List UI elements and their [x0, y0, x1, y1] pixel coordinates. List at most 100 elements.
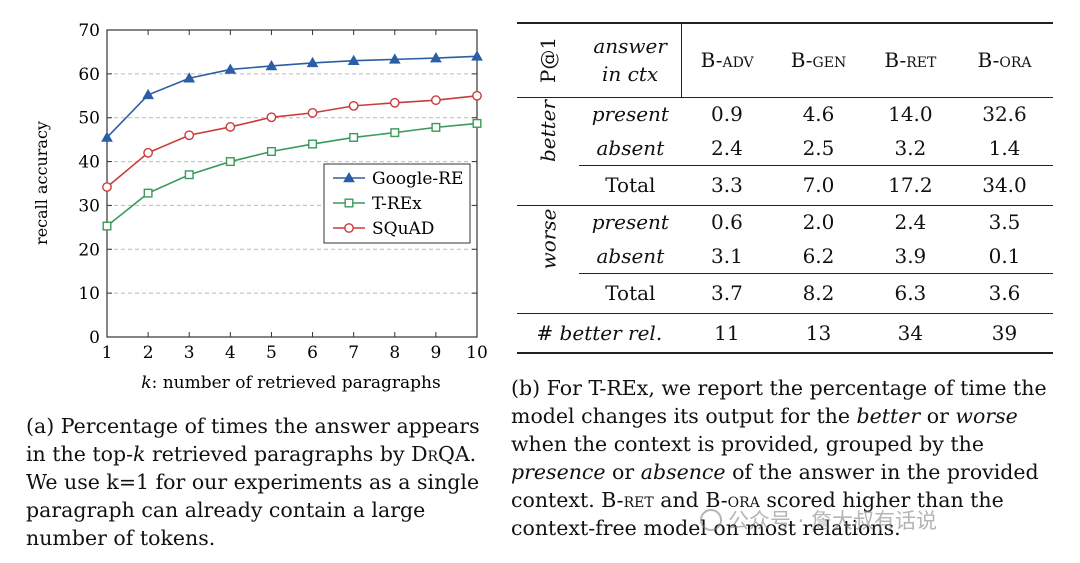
y-tick-label: 40 — [78, 153, 100, 173]
data-point-google-re — [471, 50, 483, 61]
table-cell: 0.9 — [711, 102, 743, 127]
answer-header-line1: answer — [593, 34, 667, 59]
y-axis-label: recall accuracy — [32, 121, 51, 245]
column-header: B-adv — [700, 48, 754, 73]
watermark: 公众号 · 詹大叔有话说 — [700, 505, 937, 535]
x-axis-ticks: 1 2 3 4 5 6 7 8 9 10 — [102, 30, 488, 363]
data-point-google-re — [388, 53, 401, 64]
x-tick-label: 5 — [266, 343, 277, 363]
series-lines — [101, 50, 483, 231]
caption-b-better: better — [856, 404, 921, 428]
x-tick-label: 8 — [389, 343, 400, 363]
data-point-t-rex — [349, 132, 359, 142]
table-cell: 0.6 — [711, 210, 743, 235]
x-tick-label: 7 — [348, 343, 359, 363]
series-line-squad — [106, 94, 478, 188]
y-tick-label: 10 — [78, 284, 100, 304]
watermark-text: 公众号 · 詹大叔有话说 — [728, 509, 938, 533]
table-cell: 32.6 — [982, 102, 1027, 127]
x-axis-label-text: : number of retrieved paragraphs — [152, 373, 441, 393]
data-point-squad — [143, 147, 154, 158]
wechat-icon — [700, 509, 722, 531]
caption-b-bret: B-ret — [601, 488, 654, 512]
table-cell: 2.4 — [711, 135, 743, 160]
caption-a-mid: retrieved paragraphs by — [145, 442, 412, 466]
y-axis-ticks: 0 10 20 30 40 50 60 70 — [78, 21, 477, 348]
table-footer-row: # better rel. 11 13 34 39 — [517, 313, 1053, 353]
x-tick-label: 9 — [430, 343, 441, 363]
column-header: B-gen — [790, 48, 847, 73]
x-tick-label: 1 — [102, 343, 113, 363]
data-point-google-re — [224, 63, 237, 74]
legend-label-google-re: Google-RE — [372, 169, 463, 189]
data-point-squad — [472, 90, 482, 101]
table-cell: 14.0 — [888, 102, 933, 127]
caption-b-part: of the answer in the provided context. — [511, 460, 1039, 512]
row-label: present — [591, 102, 669, 127]
caption-b-part: or — [605, 460, 641, 484]
x-tick-label: 2 — [143, 343, 154, 363]
table-cell: 8.2 — [772, 272, 865, 313]
x-tick-label: 3 — [184, 343, 195, 363]
data-point-google-re — [183, 72, 196, 83]
data-point-t-rex — [390, 128, 400, 138]
data-point-squad — [102, 182, 112, 192]
caption-b-absence: absence — [640, 460, 726, 484]
x-tick-label: 6 — [307, 343, 318, 363]
x-tick-label: 10 — [466, 343, 488, 363]
y-tick-label: 30 — [78, 196, 100, 216]
metric-header: P@1 — [536, 37, 561, 84]
data-point-squad — [389, 97, 400, 108]
table-cell: 0.1 — [988, 243, 1021, 268]
data-point-google-re — [306, 56, 319, 68]
y-tick-label: 60 — [78, 65, 100, 85]
table-cell: 4.6 — [802, 102, 835, 127]
data-point-t-rex — [266, 146, 276, 156]
row-label: present — [591, 210, 669, 235]
x-tick-label: 4 — [225, 343, 236, 363]
caption-a-suffix: . We use k=1 for our experiments as a si… — [26, 442, 480, 550]
data-point-squad — [307, 107, 318, 118]
column-header: B-ret — [884, 48, 937, 73]
row-label: absent — [596, 243, 665, 268]
data-point-t-rex — [184, 170, 194, 180]
caption-b-bora: B-ora — [705, 488, 760, 512]
data-point-t-rex — [472, 118, 482, 128]
answer-header-line2: in ctx — [602, 62, 659, 87]
series-line-t-rex — [106, 122, 478, 227]
legend-label-t-rex: T-REx — [372, 194, 422, 214]
table-row: absent 2.4 2.5 3.2 1.4 — [517, 131, 1053, 165]
table-cell: 1.4 — [988, 135, 1021, 160]
data-point-squad — [266, 112, 277, 123]
y-tick-label: 0 — [89, 328, 100, 348]
table-cell: 3.6 — [956, 272, 1053, 313]
row-label: Total — [579, 164, 682, 205]
recall-accuracy-chart: 0 10 20 30 40 50 60 70 1 2 3 4 5 6 7 8 9 10 recall accur… — [32, 21, 488, 393]
table-cell: 3.9 — [894, 243, 927, 268]
x-axis-label: k: number of retrieved paragraphs — [141, 373, 440, 393]
table-row: absent 3.1 6.2 3.9 0.1 — [517, 239, 1053, 273]
data-point-t-rex — [225, 157, 235, 167]
group-label-worse: worse — [536, 208, 561, 270]
data-point-google-re — [430, 52, 442, 63]
caption-b-part: or — [920, 404, 956, 428]
column-header: B-ora — [977, 48, 1032, 73]
data-point-google-re — [265, 59, 278, 71]
data-point-t-rex — [102, 221, 112, 231]
table-cell: 3.2 — [894, 135, 927, 160]
data-point-t-rex — [431, 122, 441, 132]
group-label-better: better — [536, 100, 561, 163]
table-cell: 34.0 — [956, 164, 1053, 205]
table-header-row: P@1 answer in ctx B-adv B-gen B-ret B-or… — [517, 23, 1053, 97]
data-point-squad — [225, 122, 236, 132]
table-cell: 34 — [897, 320, 924, 345]
table-cell: 3.3 — [681, 164, 773, 205]
table-row: worse present 0.6 2.0 2.4 3.5 — [517, 205, 1053, 270]
data-point-squad — [430, 95, 441, 106]
legend: Google-RE T-REx SQuAD — [323, 163, 471, 244]
data-point-google-re — [101, 131, 113, 142]
table-cell: 3.1 — [711, 243, 743, 268]
y-tick-label: 70 — [78, 21, 100, 41]
table-cell: 2.5 — [802, 135, 835, 160]
data-point-squad — [184, 130, 195, 141]
